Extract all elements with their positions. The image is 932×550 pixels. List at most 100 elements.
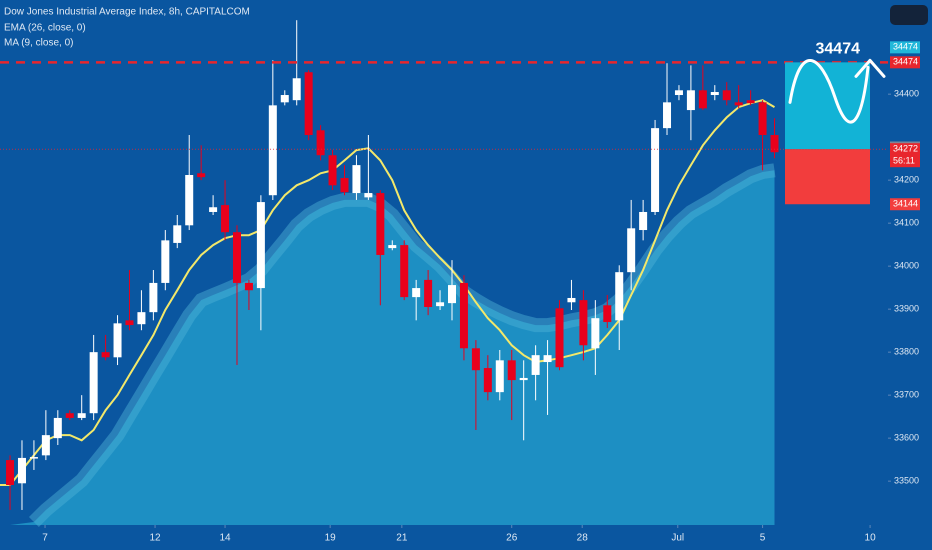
- y-tick-label: 33800: [894, 347, 919, 357]
- candle-body: [268, 105, 277, 196]
- candle-body: [758, 102, 767, 136]
- candle-body: [53, 417, 62, 439]
- projection-arrow: [854, 58, 886, 78]
- candle-body: [734, 102, 743, 106]
- candle-body: [328, 155, 337, 186]
- candle-body: [244, 282, 253, 291]
- candle-body: [376, 193, 385, 255]
- candle-body: [686, 90, 695, 111]
- projection-wave: [788, 59, 870, 124]
- y-tick-label: 34400: [894, 89, 919, 99]
- candle-body: [316, 130, 325, 156]
- candle-body: [352, 165, 361, 194]
- candle-body: [101, 352, 110, 358]
- price-label: 34144: [893, 199, 918, 209]
- y-tick-label: 34100: [894, 218, 919, 228]
- candle-body: [651, 128, 660, 212]
- price-label: 34474: [893, 57, 918, 67]
- price-label: 34474: [893, 42, 918, 52]
- y-tick-label: 33500: [894, 476, 919, 486]
- candle-body: [746, 100, 755, 104]
- candle-body: [388, 245, 397, 249]
- chart-title: Dow Jones Industrial Average Index, 8h, …: [4, 7, 250, 18]
- candle-body: [663, 102, 672, 129]
- ema-edge: [28, 163, 776, 527]
- candle-body: [483, 368, 492, 393]
- y-tick-label: 33900: [894, 304, 919, 314]
- candle-body: [424, 279, 433, 308]
- candle-body: [185, 175, 194, 226]
- y-tick-label: 34200: [894, 175, 919, 185]
- candle-body: [412, 288, 421, 298]
- candle-body: [232, 232, 241, 283]
- candle-body: [519, 377, 528, 381]
- legend-entry: EMA (26, close, 0): [4, 23, 86, 34]
- price-label-box: [890, 198, 920, 211]
- candle-body: [543, 355, 552, 363]
- candle-body: [603, 305, 612, 323]
- candle-body: [29, 457, 38, 459]
- candle-body: [770, 135, 779, 153]
- candle-body: [639, 211, 648, 231]
- x-tick-label: Jul: [671, 533, 684, 544]
- x-tick-label: 26: [506, 533, 518, 544]
- x-tick-label: 12: [149, 533, 161, 544]
- x-tick-label: 28: [577, 533, 589, 544]
- candle-body: [197, 173, 206, 178]
- candle-body: [674, 90, 683, 96]
- price-label-box: [890, 143, 920, 168]
- candle-body: [591, 318, 600, 349]
- candle-body: [448, 285, 457, 304]
- ma-line: [0, 99, 776, 486]
- candle-body: [125, 320, 134, 326]
- candle-body: [256, 202, 265, 289]
- price-label-box: [890, 41, 920, 54]
- plot-area: [0, 20, 888, 527]
- candle-body: [507, 360, 516, 381]
- candle-body: [113, 323, 122, 358]
- candle-body: [436, 302, 445, 307]
- candle-body: [89, 352, 98, 414]
- candle-body: [280, 95, 289, 103]
- x-tick-label: 5: [760, 533, 766, 544]
- candle-body: [531, 355, 540, 375]
- candle-body: [459, 282, 468, 349]
- y-tick-label: 33600: [894, 433, 919, 443]
- candle-body: [627, 228, 636, 273]
- price-label-box: [890, 56, 920, 69]
- x-tick-label: 21: [396, 533, 408, 544]
- candle-body: [567, 297, 576, 303]
- y-tick-label: 34000: [894, 261, 919, 271]
- candle-body: [209, 207, 218, 212]
- candle-body: [221, 205, 230, 233]
- price-label: 34272: [893, 144, 918, 154]
- candle-body: [77, 413, 86, 418]
- legend-entry: MA (9, close, 0): [4, 38, 73, 49]
- candle-body: [173, 225, 182, 243]
- candle-body: [400, 245, 409, 298]
- toolbar-button[interactable]: [890, 5, 928, 25]
- candle-body: [65, 413, 74, 418]
- x-tick-label: 19: [325, 533, 337, 544]
- candle-body: [149, 282, 158, 313]
- countdown-label: 56:11: [893, 156, 915, 166]
- ema-area: [10, 170, 775, 526]
- y-tick-label: 33700: [894, 390, 919, 400]
- candle-body: [722, 90, 731, 101]
- candle-body: [710, 92, 719, 96]
- candle-body: [579, 300, 588, 346]
- candle-body: [292, 78, 301, 101]
- x-tick-label: 10: [865, 533, 877, 544]
- candle-body: [495, 360, 504, 393]
- candle-body: [304, 72, 313, 136]
- candle-body: [340, 178, 349, 193]
- candle-body: [6, 460, 15, 486]
- x-tick-label: 14: [219, 533, 231, 544]
- candle-body: [364, 193, 373, 198]
- candle-body: [17, 457, 26, 484]
- candle-body: [698, 90, 707, 109]
- x-tick-label: 7: [42, 533, 48, 544]
- target-annotation: 34474: [816, 41, 861, 58]
- candle-body: [615, 272, 624, 321]
